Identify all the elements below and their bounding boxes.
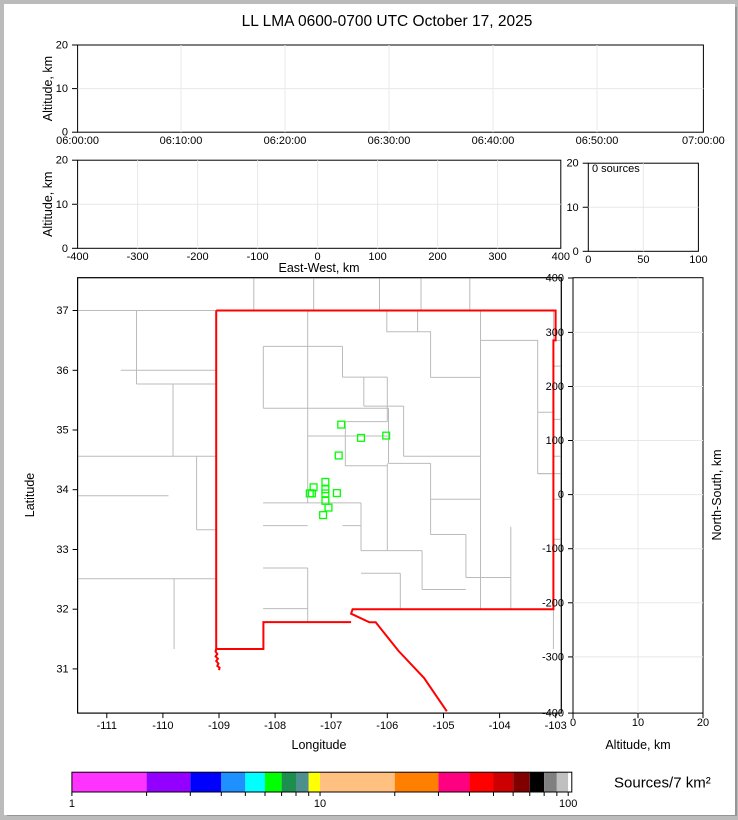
svg-text:100: 100 (689, 254, 707, 266)
svg-text:-100: -100 (542, 543, 564, 555)
svg-text:37: 37 (56, 305, 68, 317)
svg-text:10: 10 (56, 199, 68, 211)
svg-text:200: 200 (428, 251, 446, 263)
svg-text:200: 200 (546, 381, 564, 393)
svg-text:-400: -400 (67, 251, 89, 263)
svg-text:0: 0 (570, 717, 576, 729)
svg-text:-200: -200 (542, 597, 564, 609)
svg-text:-109: -109 (208, 720, 230, 732)
svg-text:20: 20 (56, 40, 68, 52)
svg-text:10: 10 (56, 83, 68, 95)
svg-text:10: 10 (632, 717, 644, 729)
svg-text:32: 32 (56, 604, 68, 616)
svg-text:-110: -110 (152, 720, 173, 732)
svg-text:-107: -107 (320, 720, 342, 732)
svg-text:-105: -105 (432, 720, 454, 732)
svg-text:07:00:00: 07:00:00 (682, 135, 725, 147)
svg-text:Latitude: Latitude (23, 473, 37, 518)
svg-text:400: 400 (552, 251, 570, 263)
svg-text:-103: -103 (545, 720, 567, 732)
svg-text:East-West, km: East-West, km (278, 261, 359, 275)
svg-text:Altitude, km: Altitude, km (41, 56, 55, 121)
svg-text:300: 300 (488, 251, 506, 263)
svg-text:06:30:00: 06:30:00 (368, 135, 411, 147)
svg-text:06:40:00: 06:40:00 (472, 135, 515, 147)
svg-text:50: 50 (637, 254, 649, 266)
svg-text:06:00:00: 06:00:00 (56, 135, 99, 147)
svg-text:34: 34 (56, 484, 68, 496)
svg-text:06:50:00: 06:50:00 (576, 135, 619, 147)
svg-text:33: 33 (56, 544, 68, 556)
svg-text:1: 1 (69, 798, 75, 810)
svg-text:0 sources: 0 sources (592, 163, 640, 175)
svg-text:-300: -300 (127, 251, 149, 263)
svg-text:10: 10 (314, 798, 326, 810)
svg-text:06:20:00: 06:20:00 (264, 135, 307, 147)
svg-text:100: 100 (559, 798, 577, 810)
svg-text:Longitude: Longitude (292, 738, 347, 752)
svg-text:35: 35 (56, 425, 68, 437)
svg-text:100: 100 (546, 435, 564, 447)
svg-text:20: 20 (566, 158, 578, 170)
svg-text:Altitude, km: Altitude, km (605, 738, 670, 752)
svg-text:-400: -400 (542, 708, 564, 720)
svg-text:10: 10 (566, 202, 578, 214)
svg-text:31: 31 (56, 663, 68, 675)
svg-text:-111: -111 (97, 720, 117, 732)
svg-text:36: 36 (56, 365, 68, 377)
svg-text:0: 0 (585, 254, 591, 266)
svg-text:300: 300 (546, 327, 564, 339)
svg-text:100: 100 (368, 251, 386, 263)
svg-text:20: 20 (56, 155, 68, 167)
svg-text:LL LMA 0600-0700 UTC October 1: LL LMA 0600-0700 UTC October 17, 2025 (242, 13, 533, 30)
svg-text:0: 0 (573, 246, 579, 258)
svg-text:-104: -104 (489, 720, 511, 732)
svg-text:-100: -100 (247, 251, 269, 263)
svg-text:0: 0 (558, 489, 564, 501)
svg-text:Sources/7 km²: Sources/7 km² (614, 775, 711, 792)
svg-text:20: 20 (697, 717, 709, 729)
svg-text:North-South, km: North-South, km (710, 449, 724, 540)
svg-text:-200: -200 (187, 251, 209, 263)
svg-text:06:10:00: 06:10:00 (160, 135, 203, 147)
svg-text:400: 400 (546, 273, 564, 285)
svg-text:-106: -106 (376, 720, 398, 732)
svg-text:-108: -108 (264, 720, 286, 732)
svg-text:Altitude, km: Altitude, km (41, 172, 55, 237)
svg-text:-300: -300 (542, 651, 564, 663)
